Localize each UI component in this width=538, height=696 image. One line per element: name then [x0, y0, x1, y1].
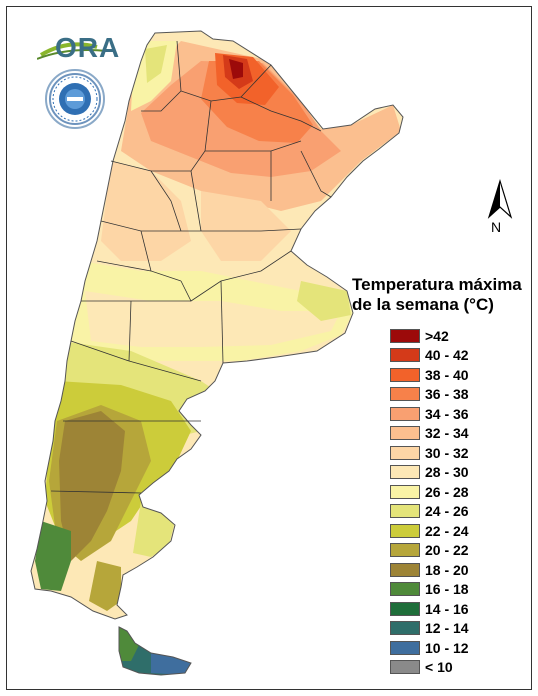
legend-title: Temperatura máxima de la semana (°C) [352, 275, 527, 315]
legend-item: >42 [390, 326, 527, 346]
temperature-legend: Temperatura máxima de la semana (°C) >42… [347, 275, 527, 677]
legend-swatch [390, 465, 420, 480]
legend-swatch [390, 426, 420, 441]
legend-swatch [390, 406, 420, 421]
ora-logo: ORA [37, 29, 121, 69]
legend-swatch [390, 640, 420, 655]
legend-swatch [390, 328, 420, 343]
legend-item: 14 - 16 [390, 599, 527, 619]
map-frame: ORA N Temperatura máxima de la semana (°… [6, 6, 532, 690]
legend-label: 38 - 40 [425, 366, 469, 383]
ora-logo-icon [37, 42, 108, 60]
legend-swatch [390, 582, 420, 597]
legend-label: 40 - 42 [425, 347, 469, 364]
legend-item: 36 - 38 [390, 385, 527, 405]
legend-swatch [390, 504, 420, 519]
legend-item: 40 - 42 [390, 346, 527, 366]
legend-swatch [390, 367, 420, 382]
legend-label: 16 - 18 [425, 581, 469, 598]
legend-item: 32 - 34 [390, 424, 527, 444]
legend-items: >42 40 - 42 38 - 40 36 - 38 34 - 36 32 - 34 30… [390, 326, 527, 677]
legend-swatch [390, 484, 420, 499]
legend-item: 26 - 28 [390, 482, 527, 502]
argentina-temperature-map [30, 30, 404, 676]
legend-title-line2: de la semana (°C) [352, 295, 494, 314]
legend-item: 30 - 32 [390, 443, 527, 463]
legend-swatch [390, 660, 420, 675]
legend-swatch [390, 621, 420, 636]
legend-item: 38 - 40 [390, 365, 527, 385]
north-arrow-icon [487, 179, 513, 219]
legend-item: 18 - 20 [390, 560, 527, 580]
north-arrow: N [483, 179, 517, 237]
legend-item: 20 - 22 [390, 541, 527, 561]
legend-swatch [390, 562, 420, 577]
legend-label: < 10 [425, 659, 453, 676]
legend-item: 12 - 14 [390, 619, 527, 639]
legend-label: 24 - 26 [425, 503, 469, 520]
legend-label: 34 - 36 [425, 405, 469, 422]
legend-title-line1: Temperatura máxima [352, 275, 522, 294]
legend-swatch [390, 543, 420, 558]
legend-item: 34 - 36 [390, 404, 527, 424]
legend-item: 22 - 24 [390, 521, 527, 541]
legend-swatch [390, 601, 420, 616]
legend-label: 26 - 28 [425, 483, 469, 500]
legend-label: 36 - 38 [425, 386, 469, 403]
weather-service-seal [45, 69, 105, 129]
legend-label: 28 - 30 [425, 464, 469, 481]
legend-label: 22 - 24 [425, 522, 469, 539]
legend-item: 28 - 30 [390, 463, 527, 483]
north-label: N [491, 219, 502, 235]
legend-item: < 10 [390, 658, 527, 678]
legend-swatch [390, 445, 420, 460]
legend-label: 18 - 20 [425, 561, 469, 578]
argentina-outline [30, 30, 404, 620]
legend-swatch [390, 348, 420, 363]
legend-item: 16 - 18 [390, 580, 527, 600]
legend-label: 14 - 16 [425, 600, 469, 617]
province-borders [50, 40, 332, 494]
tierra-del-fuego-outline [118, 626, 192, 676]
ora-logo-text: ORA [55, 32, 121, 63]
legend-item: 24 - 26 [390, 502, 527, 522]
legend-swatch [390, 387, 420, 402]
legend-label: 32 - 34 [425, 425, 469, 442]
legend-label: >42 [425, 327, 449, 344]
legend-label: 30 - 32 [425, 444, 469, 461]
weather-service-seal-icon [49, 73, 101, 125]
legend-label: 10 - 12 [425, 639, 469, 656]
legend-item: 10 - 12 [390, 638, 527, 658]
legend-label: 20 - 22 [425, 542, 469, 559]
legend-label: 12 - 14 [425, 620, 469, 637]
legend-swatch [390, 523, 420, 538]
